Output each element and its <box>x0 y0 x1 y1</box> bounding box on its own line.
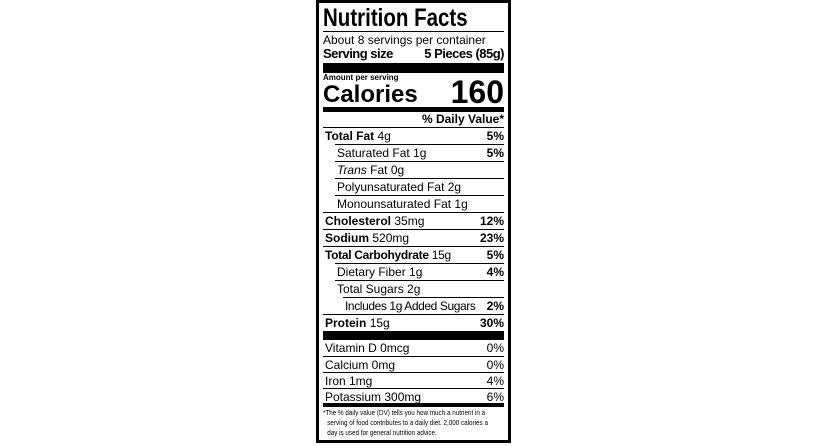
medium-divider <box>323 403 504 407</box>
nutrient-row-polyunsaturated-fat: Polyunsaturated Fat 2g <box>335 178 504 195</box>
nutrient-amount: 1g <box>413 146 427 160</box>
micronutrient-dv: 0% <box>486 341 504 355</box>
nutrient-amount: 2g <box>407 282 421 296</box>
nutrient-row-trans-fat: Trans Fat 0g <box>335 161 504 178</box>
nutrient-amount: 35mg <box>394 214 425 228</box>
medium-divider <box>323 107 504 112</box>
nutrient-amount: 15g <box>369 316 390 330</box>
micronutrient-name: Vitamin D 0mcg <box>325 341 410 355</box>
nutrient-dv: 12% <box>479 214 504 228</box>
nutrient-dv: 23% <box>479 231 504 245</box>
nutrient-row-cholesterol: Cholesterol 35mg 12% <box>323 212 504 229</box>
nutrient-dv: 4% <box>486 265 504 279</box>
amount-per-serving: Amount per serving <box>323 73 399 82</box>
nutrient-amount: 1g <box>454 197 468 211</box>
thick-divider <box>323 331 504 340</box>
nutrient-dv: 30% <box>479 316 504 330</box>
nutrient-row-added-sugars: Includes 1g Added Sugars 2% <box>343 297 504 314</box>
footnote: *The % daily value (DV) tells you how mu… <box>323 408 504 438</box>
micronutrient-name: Potassium 300mg <box>325 390 422 404</box>
nutrient-name: Total Sugars <box>337 282 404 296</box>
micronutrient-row-vitamin-d: Vitamin D 0mcg 0% <box>323 340 504 356</box>
nutrient-name: Protein <box>325 316 367 330</box>
nutrient-name: Cholesterol <box>325 214 392 228</box>
nutrient-dv: 5% <box>486 248 504 262</box>
micronutrient-row-potassium: Potassium 300mg 6% <box>323 388 504 405</box>
serving-size-value: 5 Pieces (85g) <box>424 46 504 61</box>
nutrient-row-sodium: Sodium 520mg 23% <box>323 229 504 246</box>
footnote-line: *The % daily value (DV) tells you how mu… <box>323 408 486 417</box>
nutrient-row-saturated-fat: Saturated Fat 1g 5% <box>335 144 504 161</box>
nutrient-name: Sodium <box>325 231 369 245</box>
thick-divider <box>323 63 504 73</box>
micronutrient-dv: 0% <box>486 358 504 372</box>
nutrient-name: Monounsaturated Fat <box>337 197 452 211</box>
label-title: Nutrition Facts <box>323 4 468 32</box>
nutrient-row-protein: Protein 15g 30% <box>323 314 504 331</box>
micronutrient-name: Iron 1mg <box>325 374 373 388</box>
micronutrient-row-iron: Iron 1mg 4% <box>323 372 504 389</box>
nutrient-name: Polyunsaturated Fat <box>337 180 445 194</box>
daily-value-header: % Daily Value* <box>421 112 504 126</box>
micronutrient-dv: 6% <box>486 390 504 404</box>
nutrient-amount: 2g <box>447 180 462 194</box>
nutrient-row-monounsaturated-fat: Monounsaturated Fat 1g <box>335 195 504 212</box>
nutrient-row-total-carbohydrate: Total Carbohydrate 15g 5% <box>323 246 504 263</box>
nutrient-name: Saturated Fat <box>337 146 410 160</box>
micronutrient-row-calcium: Calcium 0mg 0% <box>323 356 504 373</box>
nutrient-amount: 520mg <box>372 231 410 245</box>
nutrient-amount: 1g <box>409 265 423 279</box>
nutrient-name: Includes 1g Added Sugars <box>345 299 476 313</box>
nutrient-name: Dietary Fiber <box>337 265 406 279</box>
nutrient-dv: 5% <box>486 146 504 160</box>
divider <box>323 31 504 32</box>
nutrient-dv: 5% <box>486 129 504 143</box>
nutrient-amount: 4g <box>377 129 391 143</box>
nutrient-amount: 15g <box>431 248 451 262</box>
nutrient-name: Trans <box>337 163 367 177</box>
calories-value: 160 <box>450 74 504 110</box>
nutrient-dv: 2% <box>486 299 504 313</box>
nutrition-facts-label: Nutrition Facts About 8 servings per con… <box>316 0 511 443</box>
nutrient-amount: Fat 0g <box>370 163 405 177</box>
nutrient-row-total-sugars: Total Sugars 2g <box>335 280 504 297</box>
servings-per-container: About 8 servings per container <box>323 33 486 47</box>
nutrient-name: Total Fat <box>325 129 375 143</box>
nutrient-row-total-fat: Total Fat 4g 5% <box>323 127 504 144</box>
micronutrient-name: Calcium 0mg <box>325 358 396 372</box>
micronutrient-dv: 4% <box>486 374 504 388</box>
nutrient-row-dietary-fiber: Dietary Fiber 1g 4% <box>335 263 504 280</box>
footnote-line: serving of food contributes to a daily d… <box>327 418 488 427</box>
serving-size-label: Serving size <box>323 46 393 61</box>
nutrient-name: Total Carbohydrate <box>325 248 429 262</box>
footnote-line: day is used for general nutrition advice… <box>327 428 437 437</box>
calories-label: Calories <box>323 81 418 108</box>
